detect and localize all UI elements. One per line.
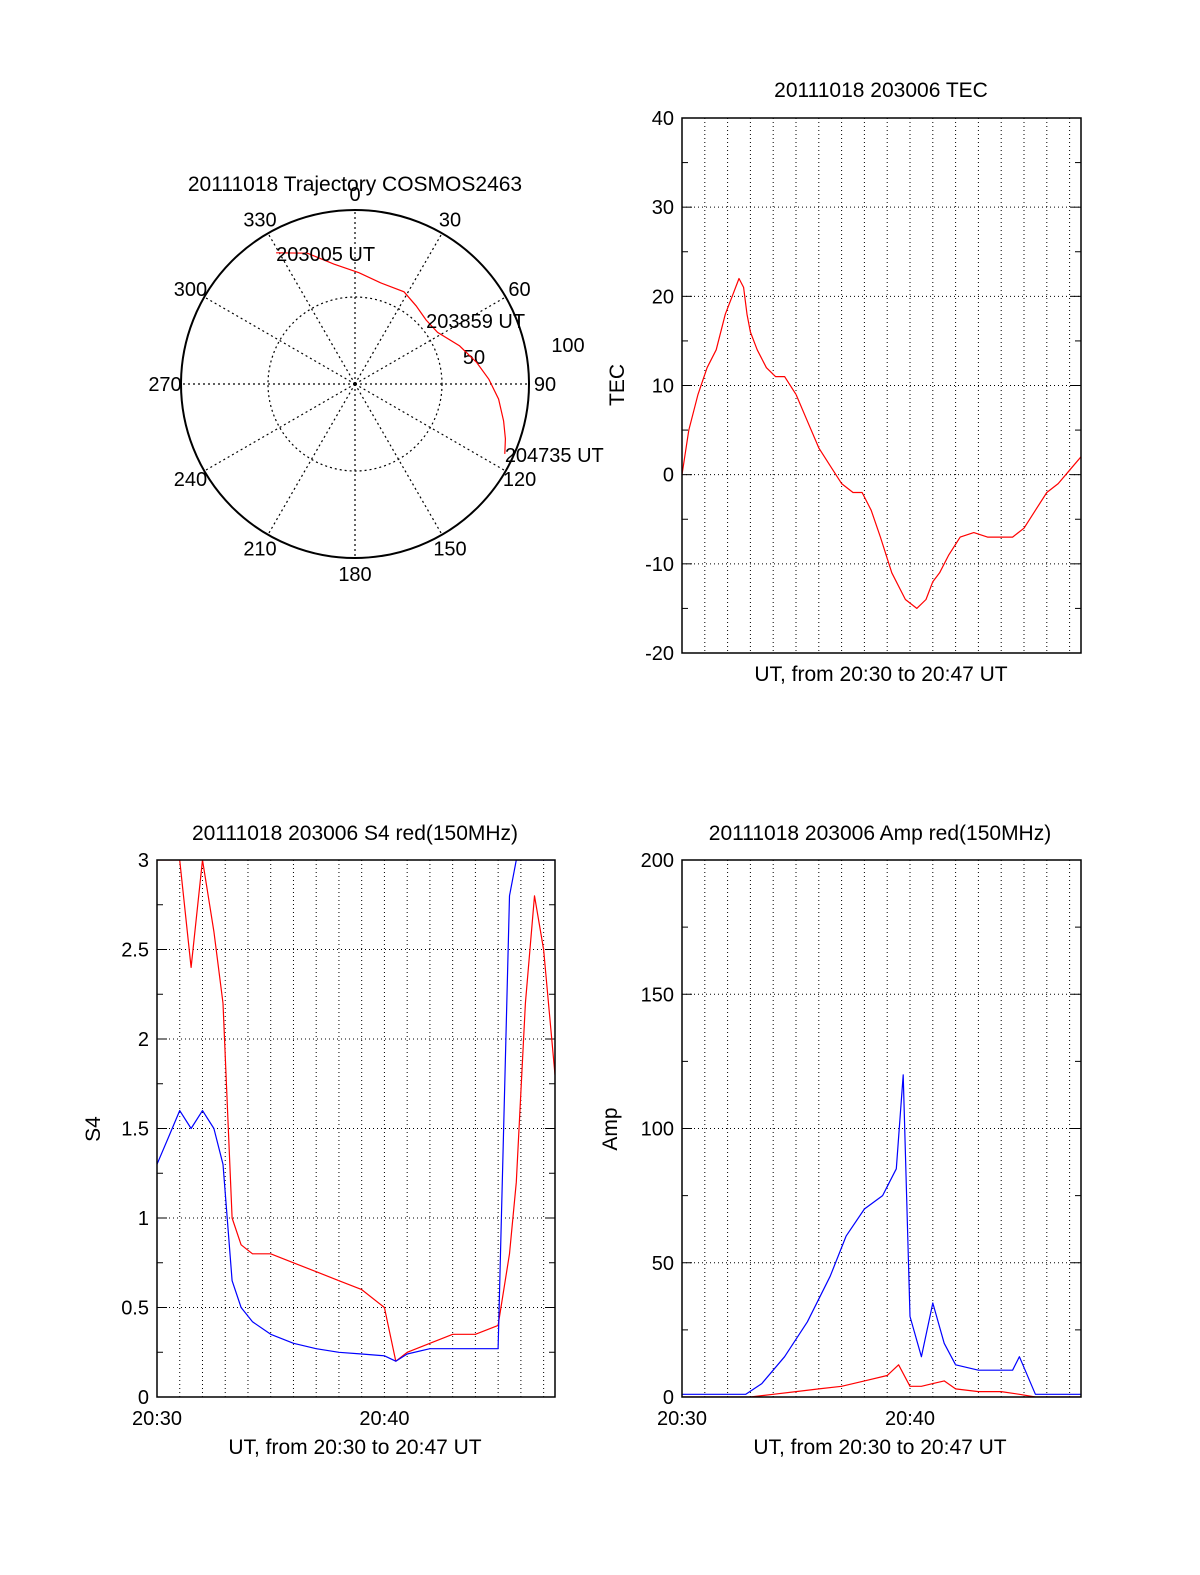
polar-angle-label: 60 [508,279,530,301]
s4-ylabel: S4 [82,1116,105,1142]
series-line-1 [682,1364,1081,1397]
amp-title: 20111018 203006 Amp red(150MHz) [709,822,1051,845]
polar-angle-label: 300 [174,279,207,301]
x-tick-label: 20:30 [657,1408,707,1430]
y-tick-label: 50 [652,1253,674,1275]
amp-series [681,859,1082,1398]
y-tick-label: 100 [641,1119,674,1141]
s4-title: 20111018 203006 S4 red(150MHz) [192,822,518,845]
x-tick-label: 20:30 [132,1408,182,1430]
polar-spoke [267,383,356,535]
amp-ylabel: Amp [599,1107,622,1150]
trajectory-line [276,252,507,454]
polar-title: 20111018 Trajectory COSMOS2463 [188,173,522,196]
polar-outer-circle [180,209,530,559]
polar-angle-label: 120 [503,469,536,491]
tec-series [681,117,1082,654]
trajectory-annotations: 203005 UT 203859 UT 204735 UT [276,244,604,467]
series-line-0 [682,277,1081,610]
s4-panel: 20111018 203006 S4 red(150MHz) UT, from … [82,822,556,1459]
polar-angle-label: 210 [243,539,276,561]
series-holder [682,277,1081,610]
tec-title: 20111018 203006 TEC [774,79,988,102]
polar-trajectory-panel: 20111018 Trajectory COSMOS2463 0 30 60 90 12… [148,173,603,586]
series-holder [682,1074,1081,1397]
y-tick-label: 0 [138,1387,149,1409]
x-tick-label: 20:40 [885,1408,935,1430]
polar-spoke [354,383,443,535]
y-tick-label: 0 [663,1387,674,1409]
series-line-1 [157,860,555,1362]
plot-frame [681,117,1082,654]
polar-radius-label: 50 [463,347,485,369]
plot-frame [156,859,556,1398]
tec-panel: 20111018 203006 TEC UT, from 20:30 to 20… [606,79,1082,686]
plot-frame [681,859,1082,1398]
polar-angle-label: 240 [174,469,207,491]
polar-angle-label: 90 [534,374,556,396]
y-tick-label: 40 [652,108,674,130]
amp-xlabel: UT, from 20:30 to 20:47 UT [753,1436,1006,1459]
amp-grid [682,860,1081,1397]
polar-spoke [354,296,506,385]
y-tick-label: -10 [645,554,674,576]
polar-angle-label: 270 [148,374,181,396]
series-line-0 [682,1074,1081,1395]
polar-spoke [267,233,356,385]
s4-x-ticks: 20:30 20:40 [132,1408,409,1430]
tec-xlabel: UT, from 20:30 to 20:47 UT [754,663,1007,686]
y-tick-label: 150 [641,984,674,1006]
polar-radius-label: 100 [551,335,584,357]
y-tick-label: 20 [652,286,674,308]
x-tick-label: 20:40 [359,1408,409,1430]
polar-angle-labels: 0 30 60 90 120 150 180 210 240 270 300 330 [148,184,556,586]
y-tick-label: 2 [138,1029,149,1051]
y-tick-label: 1 [138,1208,149,1230]
y-tick-label: -20 [645,643,674,665]
tec-ylabel: TEC [606,364,629,406]
s4-grid [157,860,555,1397]
y-tick-label: 30 [652,197,674,219]
polar-spoke [354,233,443,385]
series-line-0 [157,860,555,1362]
polar-spoke [204,383,356,472]
s4-xlabel: UT, from 20:30 to 20:47 UT [228,1436,481,1459]
polar-angle-label: 330 [243,209,276,231]
polar-angle-label: 150 [433,539,466,561]
y-tick-label: 0 [663,465,674,487]
y-tick-label: 10 [652,376,674,398]
y-tick-label: 3 [138,850,149,872]
s4-series [156,859,556,1398]
polar-spoke [354,383,506,472]
polar-spoke [204,296,356,385]
y-tick-label: 0.5 [121,1298,149,1320]
y-tick-label: 200 [641,850,674,872]
s4-y-ticks: 3 2.5 2 1.5 1 0.5 0 [121,850,555,1409]
tec-grid [682,118,1081,653]
trajectory-time-label: 203005 UT [276,244,375,266]
polar-angle-label: 180 [338,564,371,586]
amp-x-ticks: 20:30 20:40 [657,1408,935,1430]
polar-radius-labels: 50 100 [463,335,585,369]
polar-angle-label: 0 [349,184,360,206]
tec-y-ticks: 40 30 20 10 0 -10 -20 [645,108,1081,665]
amp-y-ticks: 200 150 100 50 0 [641,850,1081,1409]
trajectory-time-label: 203859 UT [426,311,525,333]
y-tick-label: 2.5 [121,940,149,962]
y-tick-label: 1.5 [121,1119,149,1141]
series-holder [157,860,555,1362]
trajectory-time-label: 204735 UT [505,445,604,467]
amp-panel: 20111018 203006 Amp red(150MHz) UT, from… [599,822,1082,1459]
polar-grid [180,209,530,559]
polar-angle-label: 30 [439,209,461,231]
